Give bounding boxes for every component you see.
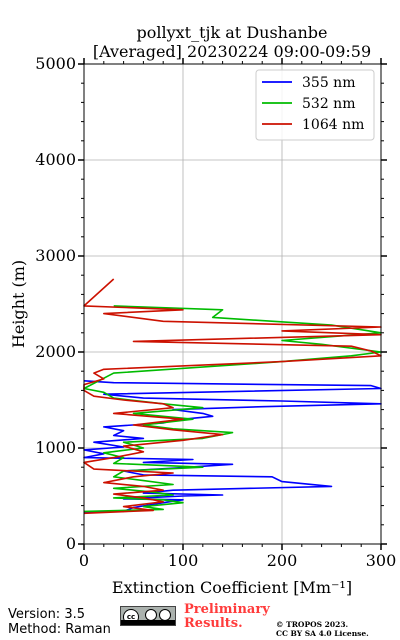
legend-label: 1064 nm: [302, 117, 364, 133]
series-line-532-nm: [83, 305, 382, 513]
legend-label: 355 nm: [302, 75, 355, 91]
x-tick-label: 100: [168, 551, 199, 570]
y-tick-label: 1000: [35, 438, 76, 457]
y-tick-label: 2000: [35, 342, 76, 361]
y-tick-label: 4000: [35, 150, 76, 169]
y-tick-label: 5000: [35, 54, 76, 73]
x-tick-label: 300: [366, 551, 397, 570]
x-tick-label: 0: [79, 551, 89, 570]
legend: 355 nm 532 nm 1064 nm: [255, 69, 375, 141]
y-axis-label: Height (m): [9, 260, 28, 348]
cc-license-badge: cc: [120, 606, 176, 626]
x-axis-label: Extinction Coefficient [Mm⁻¹]: [112, 578, 352, 597]
chart-subtitle: [Averaged] 20230224 09:00-09:59: [93, 42, 371, 61]
x-tick-label: 200: [267, 551, 298, 570]
chart-title: pollyxt_tjk at Dushanbe: [136, 23, 327, 42]
series-layer: [83, 278, 382, 515]
y-tick-label: 0: [66, 534, 76, 553]
preliminary-notice: Preliminary Results.: [184, 602, 270, 631]
license-notice: © TROPOS 2023. CC BY SA 4.0 License.: [276, 620, 369, 638]
legend-box: [255, 69, 375, 141]
plot-frame: [83, 63, 382, 545]
series-line-1064-nm: [83, 278, 382, 515]
y-tick-label: 3000: [35, 246, 76, 265]
version-text: Version: 3.5: [8, 607, 85, 622]
method-text: Method: Raman: [8, 622, 111, 637]
legend-label: 532 nm: [302, 96, 355, 112]
series-line-355-nm: [83, 380, 382, 514]
